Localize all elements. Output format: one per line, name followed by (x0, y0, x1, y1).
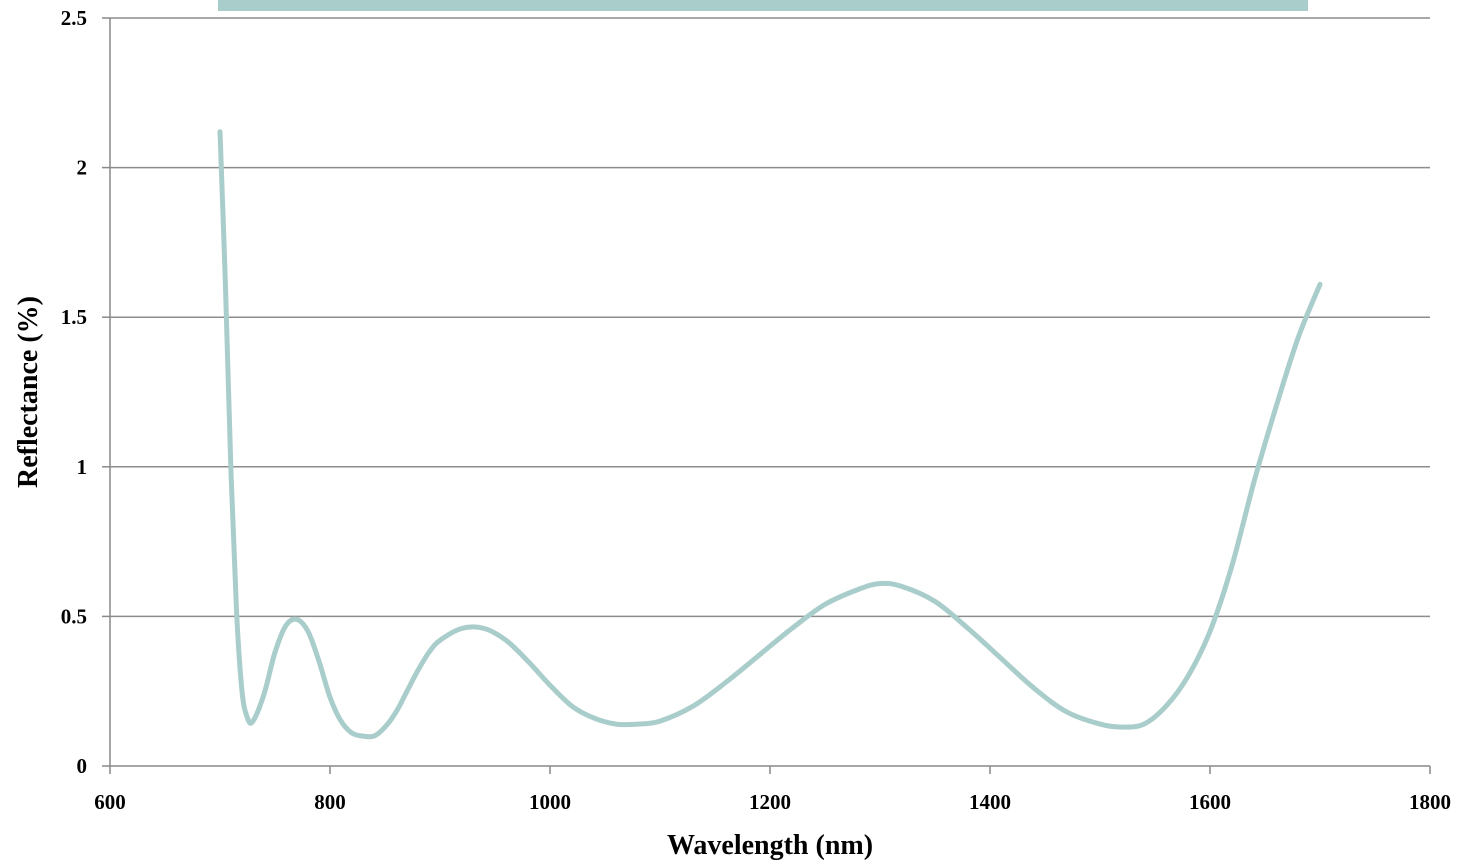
reflectance-series-line (217, 129, 1323, 740)
y-tick-label-4: 2 (77, 156, 88, 180)
x-tick-label-4: 1400 (969, 790, 1011, 814)
legend-band (218, 0, 1308, 11)
x-tick-label-2: 1000 (529, 790, 571, 814)
x-tick-label-6: 1800 (1409, 790, 1451, 814)
gridlines (110, 17, 1430, 618)
y-tick-label-5: 2.5 (61, 6, 87, 30)
y-tick-label-0: 0 (77, 754, 88, 778)
y-tick-labels: 0 0.5 1 1.5 2 2.5 (61, 6, 110, 778)
y-tick-label-3: 1.5 (61, 305, 87, 329)
x-tick-label-5: 1600 (1189, 790, 1231, 814)
x-axis-title: Wavelength (nm) (667, 830, 873, 861)
x-tick-label-1: 800 (314, 790, 346, 814)
x-tick-labels: 600 800 1000 1200 1400 1600 1800 (94, 766, 1451, 814)
y-tick-label-2: 1 (77, 455, 88, 479)
axes (109, 18, 1430, 767)
y-axis-title: Reflectance (%) (13, 296, 44, 488)
y-tick-label-1: 0.5 (61, 604, 87, 628)
x-tick-label-0: 600 (94, 790, 126, 814)
x-tick-label-3: 1200 (749, 790, 791, 814)
